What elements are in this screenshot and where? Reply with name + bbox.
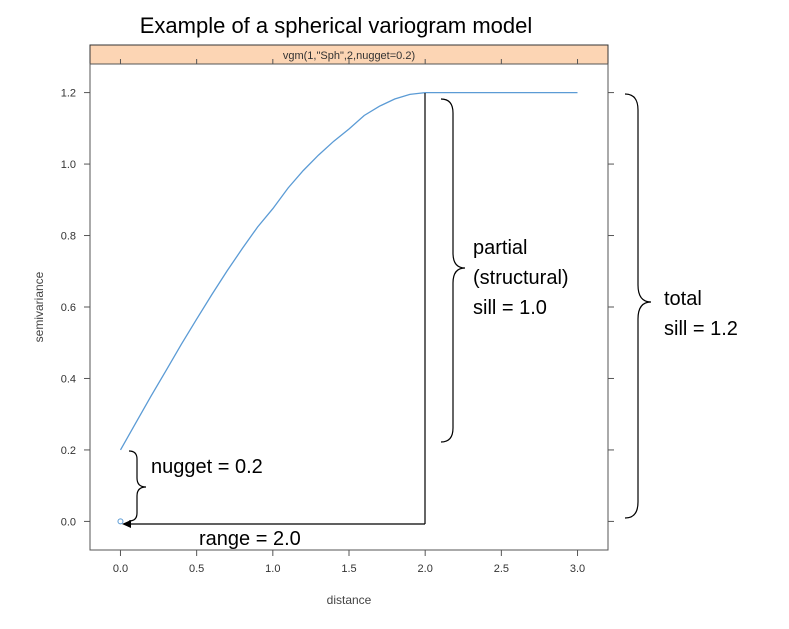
- x-axis-label: distance: [327, 593, 372, 607]
- y-tick-label: 1.0: [61, 159, 76, 171]
- x-tick-label: 1.0: [265, 563, 280, 575]
- origin-point: [117, 518, 124, 525]
- y-tick-label: 0.8: [61, 231, 76, 243]
- nugget-label: nugget = 0.2: [151, 456, 263, 478]
- x-tick-label: 0.5: [189, 563, 204, 575]
- x-tick-label: 1.5: [341, 563, 356, 575]
- x-tick-label: 3.0: [570, 563, 585, 575]
- y-tick-label: 0.2: [61, 445, 76, 457]
- partial-sill-label-1: partial: [473, 237, 527, 259]
- annotations: nugget = 0.2 range = 2.0 partial (struct…: [122, 93, 738, 550]
- partial-sill-brace: [440, 98, 466, 443]
- strip-label: vgm(1,"Sph",2,nugget=0.2): [283, 50, 415, 62]
- total-sill-label-1: total: [664, 288, 702, 310]
- y-tick-label: 0.4: [61, 373, 76, 385]
- y-axis-ticks: 0.0 0.2 0.4 0.6 0.8 1.0 1.2: [61, 88, 614, 528]
- variogram-curve: [119, 91, 578, 451]
- series-layer: [117, 91, 578, 525]
- total-sill-brace: [624, 93, 652, 519]
- y-tick-label: 0.0: [61, 516, 76, 528]
- x-tick-label: 2.0: [418, 563, 433, 575]
- partial-sill-label-3: sill = 1.0: [473, 297, 547, 319]
- y-tick-label: 0.6: [61, 302, 76, 314]
- nugget-brace: [128, 450, 147, 522]
- partial-sill-label-2: (structural): [473, 267, 569, 289]
- x-tick-label: 0.0: [113, 563, 128, 575]
- y-axis-label: semivariance: [32, 271, 46, 342]
- range-arrowhead: [122, 520, 131, 528]
- chart-title: Example of a spherical variogram model: [140, 13, 533, 38]
- range-label: range = 2.0: [199, 528, 301, 550]
- x-axis-ticks: 0.0 0.5 1.0 1.5 2.0 2.5 3.0: [113, 59, 585, 575]
- x-tick-label: 2.5: [494, 563, 509, 575]
- y-tick-label: 1.2: [61, 88, 76, 100]
- total-sill-label-2: sill = 1.2: [664, 318, 738, 340]
